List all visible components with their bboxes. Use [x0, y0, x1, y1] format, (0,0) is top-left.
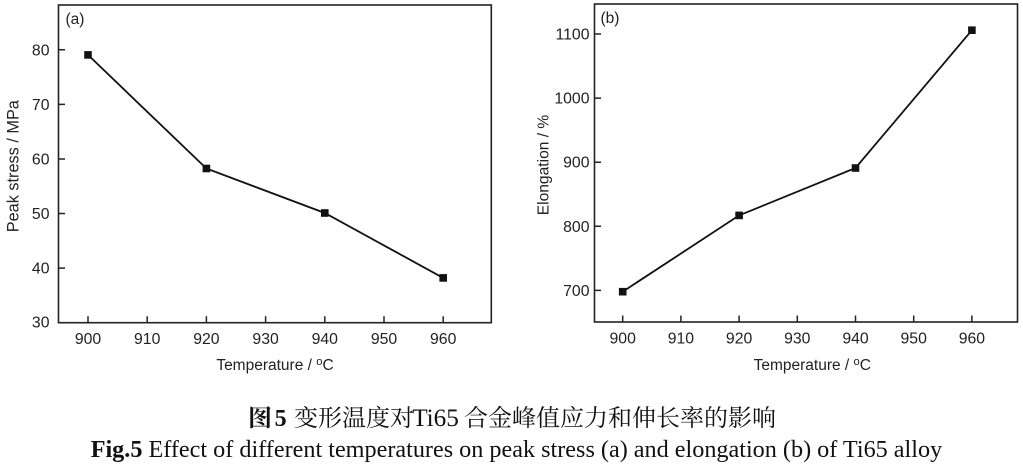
svg-text:80: 80: [32, 42, 50, 59]
svg-text:910: 910: [668, 331, 695, 348]
svg-text:950: 950: [901, 331, 928, 348]
svg-text:960: 960: [959, 331, 986, 348]
svg-text:930: 930: [252, 331, 279, 348]
svg-text:Temperature / oC: Temperature / oC: [754, 356, 871, 374]
svg-text:960: 960: [430, 331, 457, 348]
svg-text:950: 950: [371, 331, 398, 348]
svg-text:900: 900: [75, 331, 102, 348]
svg-text:940: 940: [842, 331, 869, 348]
svg-text:(a): (a): [66, 11, 85, 28]
svg-text:800: 800: [563, 219, 590, 236]
svg-text:930: 930: [784, 331, 811, 348]
svg-text:920: 920: [193, 331, 220, 348]
svg-text:40: 40: [32, 261, 50, 278]
svg-text:Ti65: Ti65: [412, 405, 459, 432]
svg-text:Peak stress / MPa: Peak stress / MPa: [5, 99, 23, 232]
svg-text:940: 940: [312, 331, 339, 348]
svg-text:(b): (b): [601, 10, 620, 27]
svg-text:700: 700: [563, 283, 590, 300]
svg-text:900: 900: [563, 155, 590, 172]
svg-text:Elongation / %: Elongation / %: [536, 115, 553, 216]
svg-text:Fig.5 Effect of different temp: Fig.5 Effect of different temperatures o…: [91, 436, 942, 463]
svg-text:50: 50: [32, 206, 50, 223]
svg-text:70: 70: [32, 97, 50, 114]
svg-text:910: 910: [134, 331, 161, 348]
svg-text:1000: 1000: [554, 91, 589, 108]
svg-text:30: 30: [32, 315, 50, 332]
svg-text:Temperature / oC: Temperature / oC: [216, 356, 333, 374]
svg-text:5: 5: [275, 406, 287, 432]
svg-text:60: 60: [32, 152, 50, 169]
svg-text:900: 900: [610, 331, 637, 348]
svg-text:920: 920: [726, 331, 753, 348]
svg-text:1100: 1100: [556, 27, 590, 44]
